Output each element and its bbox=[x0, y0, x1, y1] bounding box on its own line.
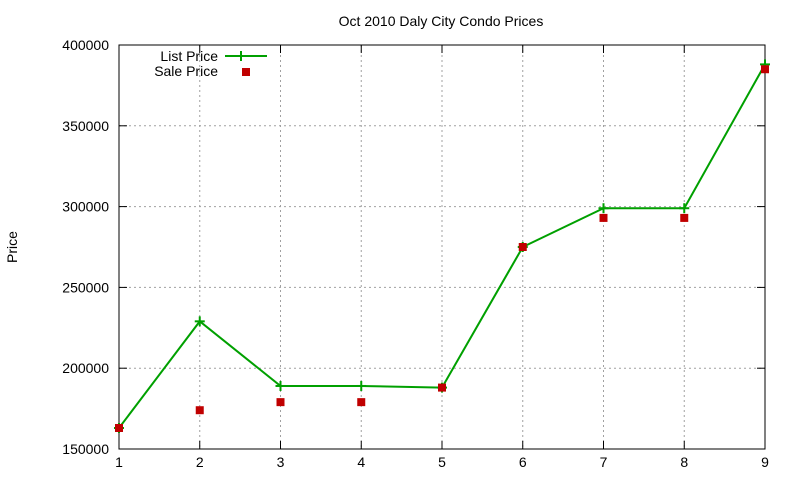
y-axis-label: Price bbox=[4, 231, 20, 263]
legend-label-sale-price: Sale Price bbox=[154, 63, 218, 79]
plot-border bbox=[118, 44, 766, 450]
x-tick-label: 5 bbox=[438, 454, 446, 470]
y-tick-label: 400000 bbox=[62, 37, 109, 53]
x-tick-label: 4 bbox=[357, 454, 365, 470]
y-tick-label: 150000 bbox=[62, 441, 109, 457]
sale-price-point bbox=[761, 65, 769, 74]
sale-price-point bbox=[276, 398, 285, 407]
x-tick-label: 1 bbox=[115, 454, 123, 470]
sale-price-point bbox=[680, 213, 689, 222]
x-tick-label: 3 bbox=[277, 454, 285, 470]
x-tick-label: 8 bbox=[680, 454, 688, 470]
x-tick-label: 9 bbox=[761, 454, 769, 470]
x-tick-label: 2 bbox=[196, 454, 204, 470]
y-tick-label: 250000 bbox=[62, 279, 109, 295]
axis-ticks: 150000 200000 250000 300000 350000 400000 1 2 3 4… bbox=[62, 37, 769, 470]
list-price-point bbox=[598, 203, 609, 214]
sale-price-point bbox=[115, 423, 123, 432]
y-tick-label: 350000 bbox=[62, 118, 109, 134]
sale-price-point bbox=[357, 398, 366, 407]
legend-swatch-sale-price bbox=[242, 68, 250, 76]
sale-price-point bbox=[518, 243, 527, 251]
sale-price-point bbox=[599, 213, 608, 222]
x-tick-label: 7 bbox=[600, 454, 608, 470]
sale-price-point bbox=[438, 383, 446, 392]
y-tick-label: 200000 bbox=[62, 360, 109, 376]
series-layer bbox=[114, 59, 770, 433]
list-price-point bbox=[194, 316, 205, 327]
list-price-point bbox=[275, 380, 286, 391]
sale-price-point bbox=[195, 406, 204, 415]
y-tick-label: 300000 bbox=[62, 199, 109, 215]
x-tick-label: 6 bbox=[519, 454, 527, 470]
legend-label-list-price: List Price bbox=[160, 48, 218, 64]
chart-title: Oct 2010 Daly City Condo Prices bbox=[339, 13, 544, 29]
list-price-point bbox=[679, 203, 690, 214]
list-price-point bbox=[356, 380, 367, 391]
